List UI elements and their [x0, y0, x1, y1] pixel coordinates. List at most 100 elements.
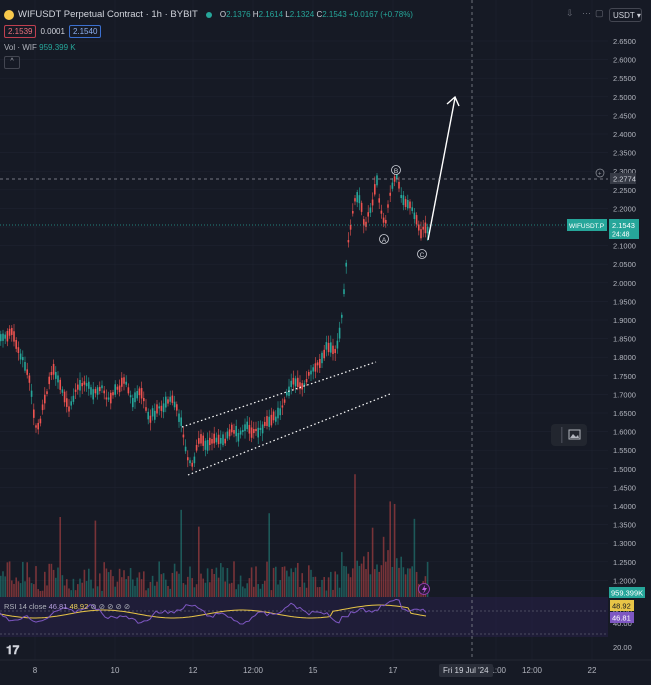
candle-body	[310, 370, 312, 375]
volume-bar	[171, 572, 174, 597]
volume-bar	[338, 587, 341, 597]
candle-body	[176, 404, 178, 411]
time-tick-label: 12:00	[522, 666, 543, 675]
candle-body	[349, 224, 352, 230]
volume-bar	[61, 575, 64, 597]
volume-bar	[30, 583, 33, 597]
volume-bar	[312, 576, 314, 597]
volume-bar	[409, 568, 411, 597]
volume-bar	[114, 586, 116, 597]
candle-body	[325, 342, 328, 350]
candle-body	[101, 385, 103, 389]
price-tick-label: 1.6500	[613, 409, 636, 418]
volume-bar	[110, 569, 112, 597]
currency-label: USDT	[613, 11, 635, 20]
candle-body	[105, 397, 108, 400]
candle-body	[316, 362, 319, 366]
candle-body	[303, 383, 306, 386]
candle-body	[396, 172, 398, 179]
candle-body	[279, 408, 281, 416]
candle-body	[70, 401, 72, 406]
candle-body	[266, 416, 268, 427]
candle-body	[145, 407, 147, 411]
candle-body	[338, 327, 341, 339]
volume-bar	[4, 576, 6, 597]
candle-body	[378, 198, 380, 203]
candle-body	[424, 222, 427, 234]
volume-bar	[39, 590, 42, 597]
candle-body	[308, 372, 310, 376]
svg-text:+: +	[598, 172, 602, 178]
volume-bar	[382, 536, 385, 597]
candle-body	[72, 395, 75, 402]
tradingview-logo-icon[interactable]: 𝟏𝟕	[6, 643, 20, 657]
volume-bar	[259, 588, 262, 597]
volume-bar	[52, 569, 55, 597]
more-icon[interactable]: ⋯	[582, 8, 591, 18]
sell-price-button[interactable]: 2.1539	[4, 25, 37, 38]
collapse-legend-button[interactable]: ^	[4, 56, 20, 69]
svg-text:24:48: 24:48	[612, 232, 630, 239]
volume-bar	[127, 576, 130, 597]
candle-body	[200, 434, 202, 444]
chart-title[interactable]: WIFUSDT Perpetual Contract · 1h · BYBIT	[18, 9, 198, 20]
volume-bar	[228, 583, 231, 597]
volume-bar	[327, 577, 330, 597]
time-tick-label: 17	[389, 666, 398, 675]
volume-bar	[310, 569, 312, 597]
volume-bar	[281, 566, 284, 597]
volume-bar	[220, 563, 222, 597]
candle-body	[352, 211, 354, 214]
volume-bar	[288, 576, 290, 597]
candle-body	[354, 198, 356, 202]
volume-label: Vol · WIF	[4, 43, 37, 52]
volume-bar	[323, 576, 325, 597]
candle-body	[33, 409, 35, 418]
arrow-down-icon[interactable]: ⇩	[566, 8, 574, 18]
projection-arrow	[427, 97, 456, 241]
candle-body	[389, 192, 391, 196]
candle-body	[74, 389, 77, 392]
time-tick-label: 12	[189, 666, 198, 675]
volume-bar	[217, 577, 220, 597]
volume-bar	[154, 585, 156, 597]
candle-body	[184, 446, 187, 452]
rsi-ma-tag: 48.92	[610, 600, 634, 611]
volume-bar	[363, 556, 365, 597]
fullscreen-icon[interactable]: ▢	[595, 8, 604, 18]
volume-bar	[332, 589, 334, 597]
candle-body	[270, 414, 273, 426]
currency-select[interactable]: USDT ▾	[609, 8, 642, 22]
volume-bar	[96, 586, 99, 597]
candle-body	[180, 417, 182, 426]
volume-bar	[246, 583, 248, 597]
candle-body	[30, 390, 33, 397]
volume-bar	[299, 586, 301, 597]
candle-body	[323, 349, 325, 359]
buy-price-button[interactable]: 2.1540	[68, 25, 102, 38]
candle-body	[294, 378, 297, 387]
snapshot-button[interactable]	[551, 424, 587, 446]
volume-bar	[264, 580, 266, 597]
candle-body	[59, 379, 61, 390]
volume-bar	[426, 561, 429, 597]
volume-bar	[15, 577, 17, 597]
candle-body	[158, 406, 160, 409]
volume-bar	[290, 568, 292, 597]
candle-body	[191, 462, 193, 467]
candle-body	[103, 390, 105, 394]
candle-body	[118, 385, 121, 393]
candle-body	[195, 445, 198, 451]
volume-bar	[26, 562, 28, 597]
time-tick-label: 22	[588, 666, 597, 675]
volume-bar	[46, 585, 48, 597]
candle-body	[272, 411, 275, 421]
candle-body	[297, 377, 299, 387]
candle-body	[233, 430, 235, 434]
candle-body	[83, 381, 86, 385]
price-tick-label: 1.2000	[613, 576, 636, 585]
candle-body	[132, 397, 134, 408]
candle-body	[407, 199, 409, 209]
